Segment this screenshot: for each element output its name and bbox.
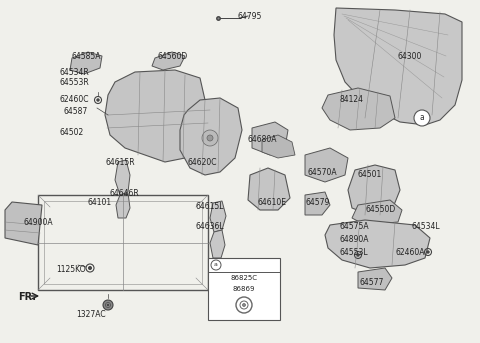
Bar bbox=[38, 195, 208, 290]
Text: 64553L: 64553L bbox=[340, 248, 369, 257]
Text: 64610E: 64610E bbox=[258, 198, 287, 207]
Circle shape bbox=[106, 303, 110, 308]
Polygon shape bbox=[180, 98, 242, 175]
Polygon shape bbox=[248, 168, 290, 210]
Polygon shape bbox=[252, 122, 288, 155]
Polygon shape bbox=[322, 88, 395, 130]
Text: 64636L: 64636L bbox=[196, 222, 225, 231]
Text: 64575A: 64575A bbox=[340, 222, 370, 231]
Circle shape bbox=[211, 260, 221, 270]
Text: FR.: FR. bbox=[18, 292, 36, 302]
Text: 86869: 86869 bbox=[233, 286, 255, 292]
Polygon shape bbox=[334, 8, 462, 125]
Text: 84124: 84124 bbox=[340, 95, 364, 104]
Circle shape bbox=[88, 267, 92, 270]
Circle shape bbox=[107, 304, 109, 306]
Text: 64534R: 64534R bbox=[60, 68, 90, 77]
Polygon shape bbox=[152, 52, 185, 70]
Polygon shape bbox=[348, 165, 400, 215]
Polygon shape bbox=[305, 148, 348, 182]
Text: 62460C: 62460C bbox=[60, 95, 89, 104]
Polygon shape bbox=[210, 230, 225, 258]
Text: 64615R: 64615R bbox=[106, 158, 136, 167]
Text: 64502: 64502 bbox=[60, 128, 84, 137]
Text: 64585A: 64585A bbox=[72, 52, 101, 61]
Text: 64534L: 64534L bbox=[412, 222, 441, 231]
Text: 64620C: 64620C bbox=[188, 158, 217, 167]
Bar bbox=[44, 201, 202, 284]
Circle shape bbox=[202, 130, 218, 146]
Text: 64646R: 64646R bbox=[110, 189, 140, 198]
Polygon shape bbox=[70, 52, 102, 74]
Text: 64570A: 64570A bbox=[308, 168, 337, 177]
Text: 64550D: 64550D bbox=[366, 205, 396, 214]
Bar bbox=[208, 258, 280, 320]
Circle shape bbox=[207, 135, 213, 141]
Polygon shape bbox=[116, 193, 130, 218]
Text: 64680A: 64680A bbox=[248, 135, 277, 144]
Text: 64553R: 64553R bbox=[60, 78, 90, 87]
Circle shape bbox=[427, 251, 429, 253]
Text: 64300: 64300 bbox=[398, 52, 422, 61]
Text: 64900A: 64900A bbox=[24, 218, 54, 227]
Polygon shape bbox=[352, 200, 402, 225]
Circle shape bbox=[242, 304, 245, 307]
Text: 64579: 64579 bbox=[306, 198, 330, 207]
Polygon shape bbox=[358, 268, 392, 290]
Polygon shape bbox=[105, 70, 210, 162]
Text: 64890A: 64890A bbox=[340, 235, 370, 244]
Text: a: a bbox=[420, 114, 424, 122]
Circle shape bbox=[357, 254, 359, 256]
Text: 64501: 64501 bbox=[358, 170, 382, 179]
Text: 64795: 64795 bbox=[238, 12, 263, 21]
Text: 64577: 64577 bbox=[360, 278, 384, 287]
Polygon shape bbox=[5, 202, 42, 245]
Text: 64587: 64587 bbox=[64, 107, 88, 116]
Text: 64615L: 64615L bbox=[196, 202, 225, 211]
Circle shape bbox=[414, 110, 430, 126]
Text: 1125KO: 1125KO bbox=[56, 265, 85, 274]
Text: 64101: 64101 bbox=[88, 198, 112, 207]
Polygon shape bbox=[115, 160, 130, 195]
Text: a: a bbox=[214, 262, 218, 268]
Polygon shape bbox=[210, 201, 226, 232]
Text: 62460A: 62460A bbox=[396, 248, 425, 257]
Polygon shape bbox=[325, 220, 430, 268]
Text: 1327AC: 1327AC bbox=[76, 310, 106, 319]
Circle shape bbox=[97, 99, 99, 101]
Text: 64560D: 64560D bbox=[158, 52, 188, 61]
Polygon shape bbox=[262, 135, 295, 158]
Text: 86825C: 86825C bbox=[230, 275, 257, 281]
Circle shape bbox=[103, 300, 113, 310]
Polygon shape bbox=[305, 192, 330, 215]
